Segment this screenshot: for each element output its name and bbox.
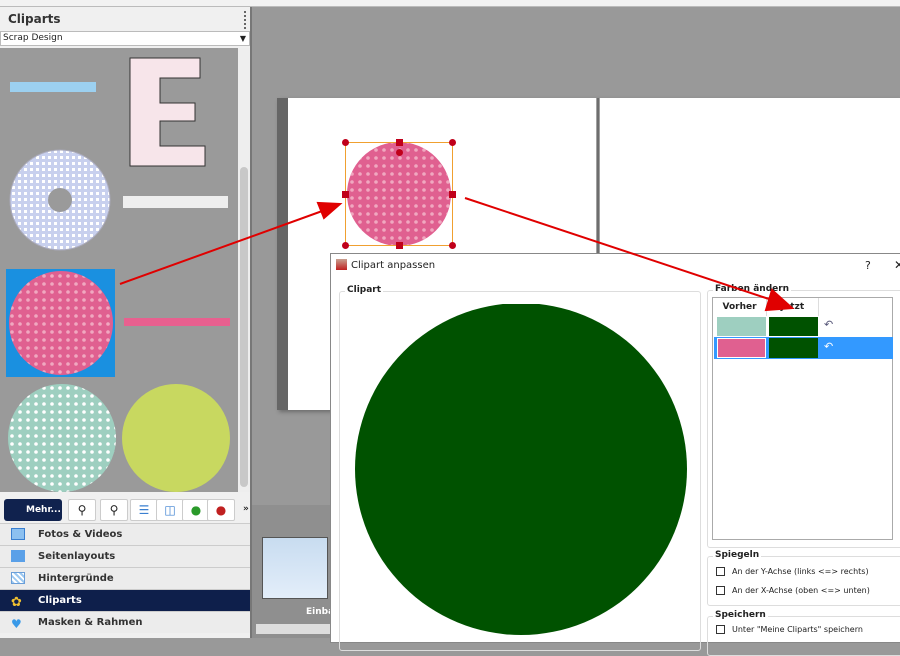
- col-jetzt: Jetzt: [767, 298, 819, 316]
- save-mine-checkbox[interactable]: Unter "Meine Cliparts" speichern: [716, 625, 863, 634]
- save-group: Speichern: [707, 610, 900, 656]
- group-label: Farben ändern: [713, 284, 792, 294]
- close-button[interactable]: ✕: [894, 258, 900, 272]
- reset-color-icon[interactable]: ↶: [824, 340, 834, 353]
- group-label: Spiegeln: [713, 550, 762, 560]
- after-swatch[interactable]: [769, 338, 818, 358]
- chevron-down-icon: ▼: [239, 34, 246, 43]
- color-table: Vorher Jetzt ↶ ↶: [712, 297, 893, 540]
- checkbox[interactable]: [716, 567, 725, 576]
- nav-seitenlayouts[interactable]: Seitenlayouts: [0, 545, 250, 567]
- rotate-handle[interactable]: [396, 149, 403, 156]
- clipart-pink-ribbon[interactable]: [124, 318, 230, 326]
- selection-frame[interactable]: [345, 142, 453, 246]
- thumb-up-icon[interactable]: ●: [182, 499, 210, 521]
- clipart-flower[interactable]: [9, 149, 111, 251]
- mirror-x-checkbox[interactable]: An der X-Achse (oben <=> unten): [716, 586, 870, 595]
- nav-masken-rahmen[interactable]: ♥ Masken & Rahmen: [0, 611, 250, 633]
- category-value: Scrap Design: [3, 33, 63, 43]
- clipart-confetti-tape[interactable]: [123, 196, 228, 208]
- dots-pattern: [8, 384, 116, 492]
- resize-handle[interactable]: [449, 242, 456, 249]
- flower-icon: ✿: [11, 595, 22, 610]
- before-swatch: [717, 338, 766, 358]
- before-swatch: [717, 317, 766, 336]
- page-thumbnail[interactable]: [262, 537, 328, 599]
- category-select[interactable]: Scrap Design ▼: [0, 31, 250, 46]
- panel-title: Cliparts: [8, 12, 61, 26]
- clipart-group: Clipart: [339, 285, 701, 651]
- mirror-y-checkbox[interactable]: An der Y-Achse (links <=> rechts): [716, 567, 869, 576]
- resize-handle[interactable]: [342, 139, 349, 146]
- align-horizontal-icon[interactable]: ◫: [156, 499, 184, 521]
- checkbox-label: An der Y-Achse (links <=> rechts): [732, 567, 869, 576]
- app-icon: [336, 259, 347, 270]
- color-row-selected[interactable]: ↶: [714, 337, 893, 359]
- resize-handle[interactable]: [396, 242, 403, 249]
- checkbox[interactable]: [716, 625, 725, 634]
- help-button[interactable]: ?: [865, 259, 871, 272]
- clipart-toolbar: Mehr... ⚲ ⚲ ☰ ◫ ● ● »: [0, 496, 250, 524]
- clipart-blue-tape[interactable]: [10, 82, 96, 92]
- align-vertical-icon[interactable]: ☰: [130, 499, 158, 521]
- clipart-gallery: [0, 48, 238, 492]
- checkbox-label: Unter "Meine Cliparts" speichern: [732, 625, 863, 634]
- thumbnail-label: Einba: [306, 607, 335, 617]
- group-label: Clipart: [345, 285, 384, 295]
- clipart-preview: [355, 304, 687, 635]
- clipart-panel: Cliparts Scrap Design ▼ Mehr... ⚲ ⚲ ☰ ◫ ●…: [0, 7, 252, 638]
- clipart-letter-e[interactable]: [129, 57, 206, 167]
- after-swatch[interactable]: [769, 317, 818, 336]
- nav-fotos-videos[interactable]: Fotos & Videos: [0, 523, 250, 545]
- zoom-out-icon[interactable]: ⚲: [68, 499, 96, 521]
- zoom-in-icon[interactable]: ⚲: [100, 499, 128, 521]
- thumbnail-scrollbar[interactable]: [256, 624, 330, 634]
- panel-grip[interactable]: [244, 11, 247, 29]
- top-toolbar: [0, 0, 900, 7]
- heart-mask-icon: ♥: [11, 617, 22, 631]
- nav-label: Hintergründe: [38, 573, 114, 584]
- dots-pattern: [347, 142, 451, 246]
- dots-pattern: [9, 271, 113, 375]
- mirror-group: Spiegeln: [707, 550, 900, 606]
- color-row[interactable]: ↶: [714, 316, 893, 337]
- placed-clipart[interactable]: [340, 138, 460, 250]
- nav-hintergruende[interactable]: Hintergründe: [0, 567, 250, 589]
- nav-label: Masken & Rahmen: [38, 617, 143, 628]
- gallery-items: [6, 57, 230, 492]
- group-label: Speichern: [713, 610, 768, 620]
- nav-label: Seitenlayouts: [38, 551, 116, 562]
- mehr-button[interactable]: Mehr...: [4, 499, 62, 521]
- nav-cliparts[interactable]: ✿ Cliparts: [0, 589, 250, 611]
- checkbox[interactable]: [716, 586, 725, 595]
- clipart-green-scribble[interactable]: [122, 384, 230, 492]
- reset-color-icon[interactable]: ↶: [824, 318, 834, 331]
- layout-icon: [11, 550, 25, 562]
- resize-handle[interactable]: [449, 191, 456, 198]
- col-vorher: Vorher: [713, 298, 767, 316]
- dialog-title: Clipart anpassen: [351, 260, 436, 271]
- resize-handle[interactable]: [342, 191, 349, 198]
- resize-handle[interactable]: [396, 139, 403, 146]
- nav-label: Cliparts: [38, 595, 82, 606]
- resize-handle[interactable]: [449, 139, 456, 146]
- thumb-down-icon[interactable]: ●: [207, 499, 235, 521]
- checkbox-label: An der X-Achse (oben <=> unten): [732, 586, 870, 595]
- page-edge: [277, 98, 288, 410]
- resize-handle[interactable]: [342, 242, 349, 249]
- background-icon: [11, 572, 25, 584]
- more-tools-button[interactable]: »: [243, 504, 249, 514]
- photo-icon: [11, 528, 25, 540]
- scrollbar-thumb[interactable]: [240, 167, 248, 487]
- nav-label: Fotos & Videos: [38, 529, 123, 540]
